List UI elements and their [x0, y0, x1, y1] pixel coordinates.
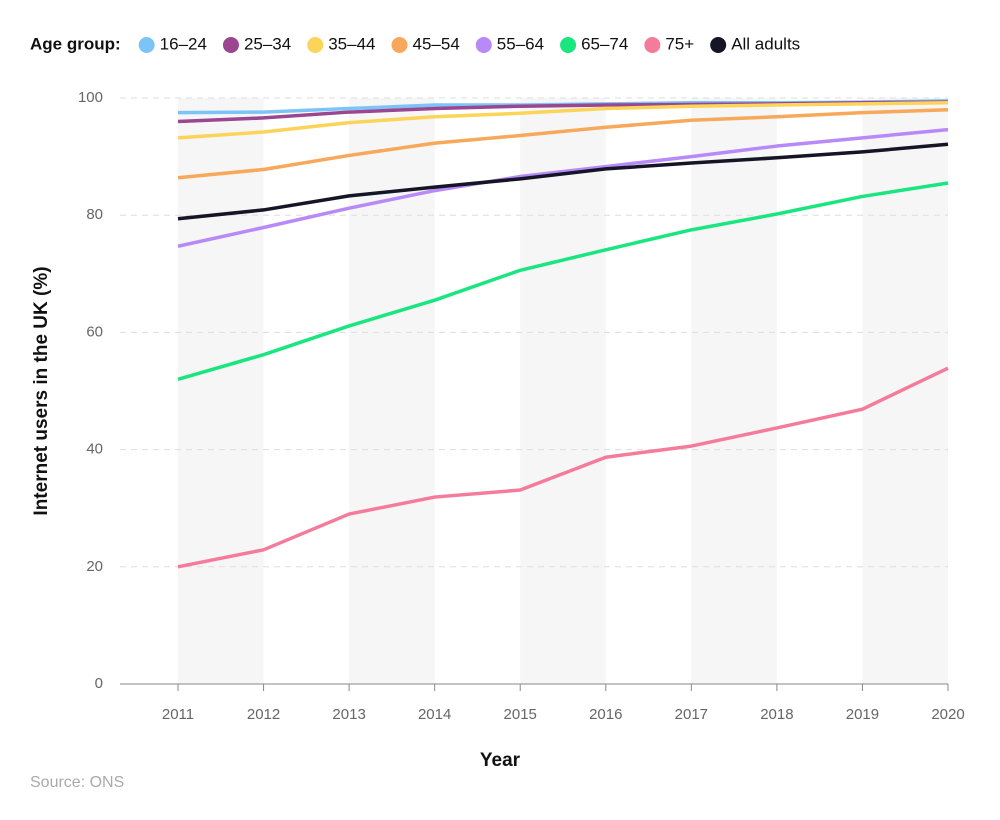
- series-line: [177, 100, 949, 140]
- legend-marker: [138, 37, 155, 53]
- y-tick-label: 0: [95, 675, 103, 692]
- legend-marker: [391, 37, 408, 53]
- legend-label: 75+: [665, 34, 694, 53]
- series-line: [177, 181, 949, 381]
- x-tick-label: 2012: [247, 706, 280, 723]
- legend-label: 55–64: [497, 34, 544, 53]
- legend-marker: [710, 37, 727, 53]
- legend-marker: [475, 37, 492, 53]
- legend-marker: [560, 37, 577, 53]
- bands: [178, 98, 948, 684]
- legend-title: Age group:: [30, 34, 121, 53]
- legend-label: 45–54: [413, 34, 460, 53]
- x-tick-label: 2016: [589, 706, 622, 723]
- legend-marker: [644, 37, 661, 53]
- legend-marker: [222, 37, 239, 53]
- x-tick-label: 2017: [675, 706, 708, 723]
- lines: [177, 99, 949, 569]
- x-tick-label: 2014: [418, 706, 451, 723]
- y-axis-label: Internet users in the UK (%): [31, 266, 52, 515]
- series-line: [177, 107, 949, 180]
- y-tick-label: 80: [86, 206, 103, 223]
- x-tick-label: 2011: [162, 706, 194, 723]
- x-tick-label: 2020: [931, 706, 964, 723]
- y-tick-label: 20: [86, 558, 103, 575]
- y-tick-label: 60: [86, 323, 103, 340]
- x-tick-label: 2015: [504, 706, 537, 723]
- legend: Age group: 16–24 25–34 35–44 45–54 55–64 65–7…: [30, 34, 800, 53]
- series-line: [177, 142, 949, 221]
- legend-label: 25–34: [244, 34, 291, 53]
- series-line: [177, 366, 949, 569]
- band: [178, 98, 264, 684]
- legend-label: 65–74: [581, 34, 628, 53]
- x-tick-label: 2013: [332, 706, 365, 723]
- grid: 0 20 40 60 80 100 2011 2012 2013 2014 2015 2016 2017…: [78, 89, 965, 723]
- legend-label: All adults: [731, 34, 800, 53]
- series-line: [177, 127, 949, 248]
- x-tick-label: 2019: [846, 706, 879, 723]
- y-tick-label: 100: [78, 89, 103, 106]
- source: Source: ONS: [30, 774, 124, 791]
- legend-label: 35–44: [328, 34, 375, 53]
- legend-marker: [307, 37, 324, 53]
- x-tick-label: 2018: [760, 706, 793, 723]
- y-tick-label: 40: [86, 441, 103, 458]
- legend-label: 16–24: [160, 34, 207, 53]
- band: [691, 98, 777, 684]
- x-axis-label: Year: [480, 750, 521, 771]
- band: [349, 98, 435, 684]
- band: [520, 98, 606, 684]
